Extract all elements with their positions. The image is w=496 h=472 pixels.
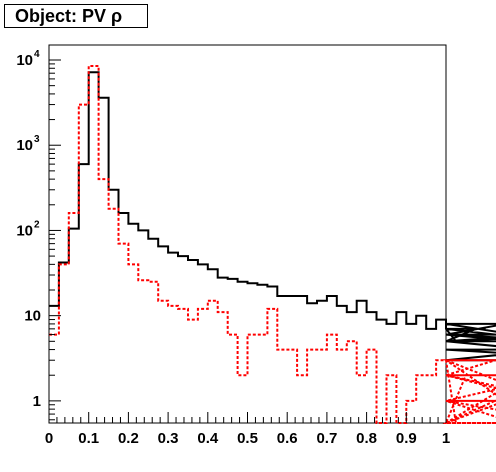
x-tick-label: 0 (45, 430, 53, 447)
y-tick-label: 10 (16, 137, 33, 154)
x-tick-label: 0.5 (237, 430, 258, 447)
x-tick-label: 1 (442, 430, 450, 447)
x-tick-label: 0.9 (396, 430, 417, 447)
x-tick-label: 0.8 (356, 430, 377, 447)
chart-title-text: Object: PV ρ (15, 5, 123, 26)
y-tick-exponent: 3 (34, 134, 40, 145)
y-tick-exponent: 4 (34, 49, 40, 60)
x-tick-label: 0.3 (158, 430, 179, 447)
y-tick-label: 10 (16, 222, 33, 239)
y-tick-exponent: 2 (34, 219, 40, 230)
x-tick-label: 0.6 (277, 430, 298, 447)
x-tick-label: 0.1 (78, 430, 99, 447)
x-tick-label: 0.2 (118, 430, 139, 447)
series-2-line (49, 65, 496, 424)
series-1-line (49, 71, 496, 362)
x-tick-label: 0.7 (316, 430, 337, 447)
y-tick-label: 1 (33, 393, 41, 410)
x-tick-label: 0.4 (197, 430, 219, 447)
chart-title: Object: PV ρ (4, 4, 148, 28)
y-tick-label: 10 (16, 52, 33, 69)
y-tick-label: 10 (24, 308, 41, 325)
